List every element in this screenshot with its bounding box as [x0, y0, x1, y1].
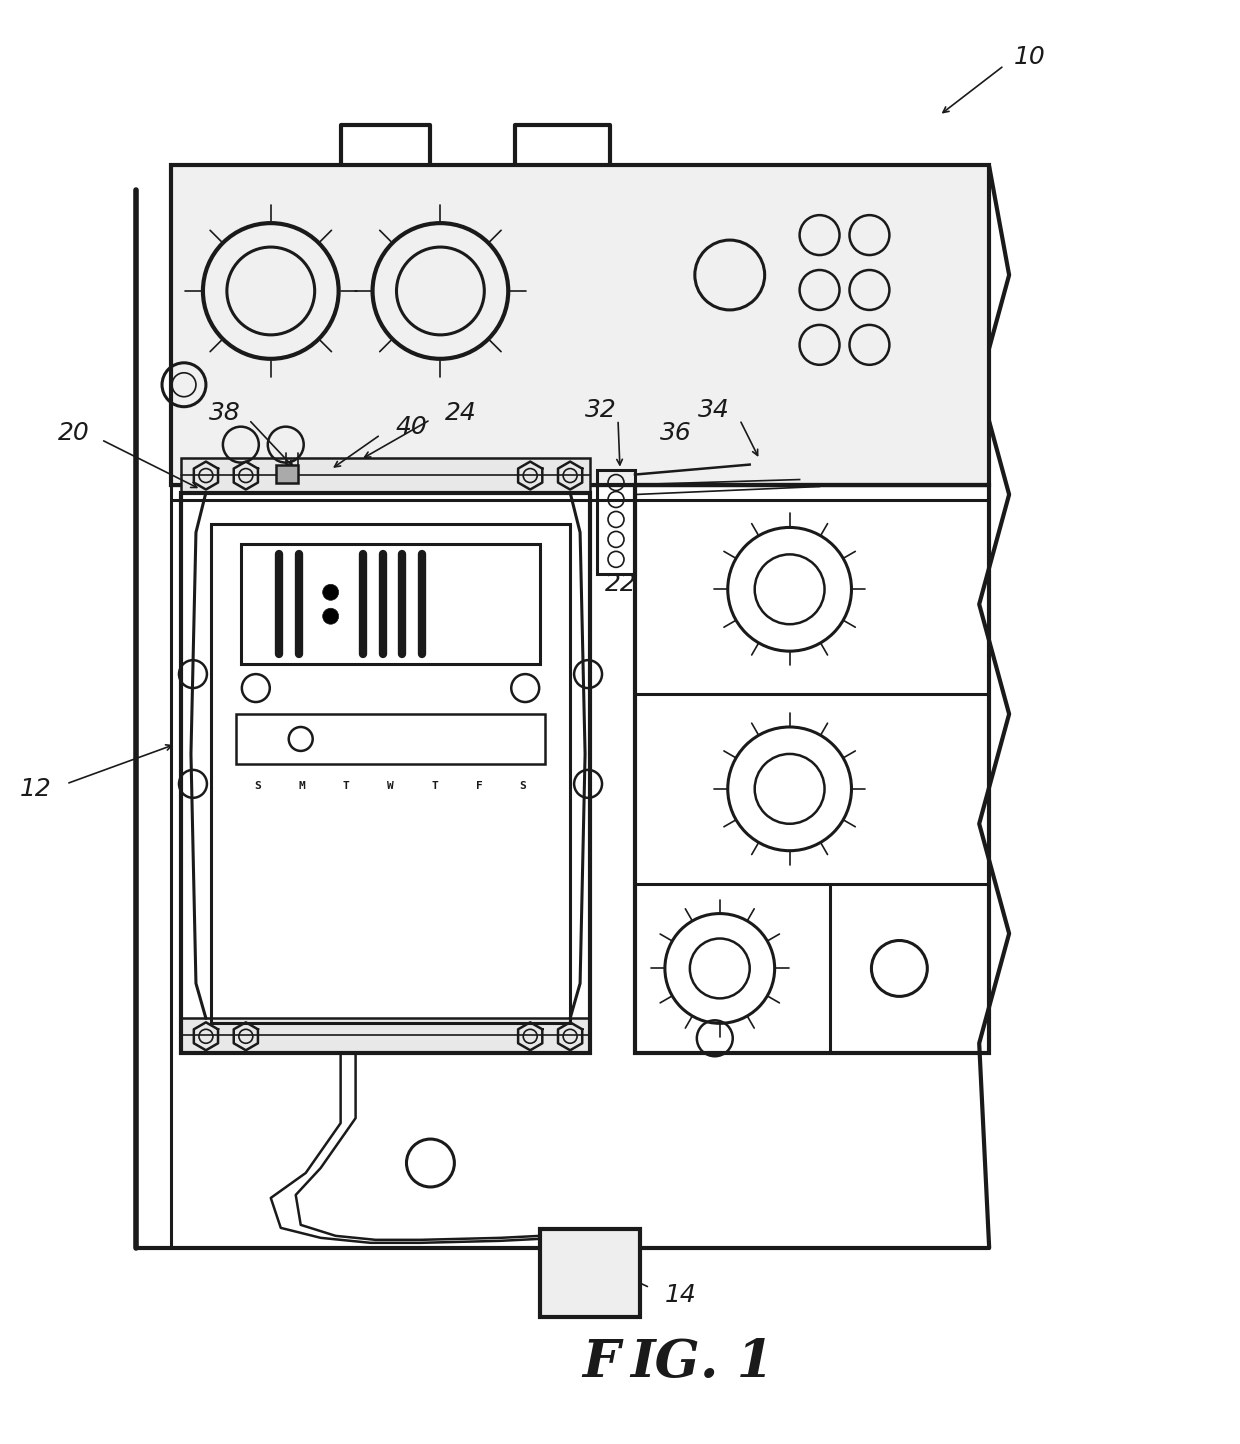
Text: 32: 32 [585, 397, 618, 422]
Bar [171, 165, 990, 485]
Text: T: T [343, 781, 350, 791]
Text: 34: 34 [698, 397, 730, 422]
Text: 38: 38 [210, 400, 241, 425]
Bar [211, 524, 570, 1024]
Text: IG: IG [630, 1337, 699, 1388]
Text: 20: 20 [57, 420, 89, 445]
Text: 12: 12 [20, 777, 51, 801]
Text: . 1: . 1 [699, 1337, 774, 1388]
Text: F: F [475, 781, 482, 791]
Circle shape [322, 608, 339, 624]
Bar [241, 544, 541, 664]
Text: 14: 14 [665, 1282, 697, 1307]
Text: S: S [254, 781, 262, 791]
Text: 40: 40 [396, 414, 428, 439]
Text: T: T [432, 781, 438, 791]
Bar [236, 713, 546, 764]
Text: 36: 36 [660, 420, 692, 445]
Bar [275, 465, 298, 482]
Text: S: S [520, 781, 527, 791]
Circle shape [322, 585, 339, 601]
Bar [596, 469, 635, 575]
Bar [171, 165, 990, 485]
Text: 24: 24 [445, 400, 477, 425]
Text: W: W [387, 781, 394, 791]
Bar [181, 458, 590, 492]
Text: 10: 10 [1014, 46, 1045, 69]
Bar [181, 1018, 590, 1053]
Text: 22: 22 [605, 572, 637, 596]
Bar [635, 485, 990, 1053]
Text: M: M [299, 781, 305, 791]
Bar [181, 492, 590, 1053]
Bar [541, 1229, 640, 1317]
Text: F: F [583, 1337, 620, 1388]
